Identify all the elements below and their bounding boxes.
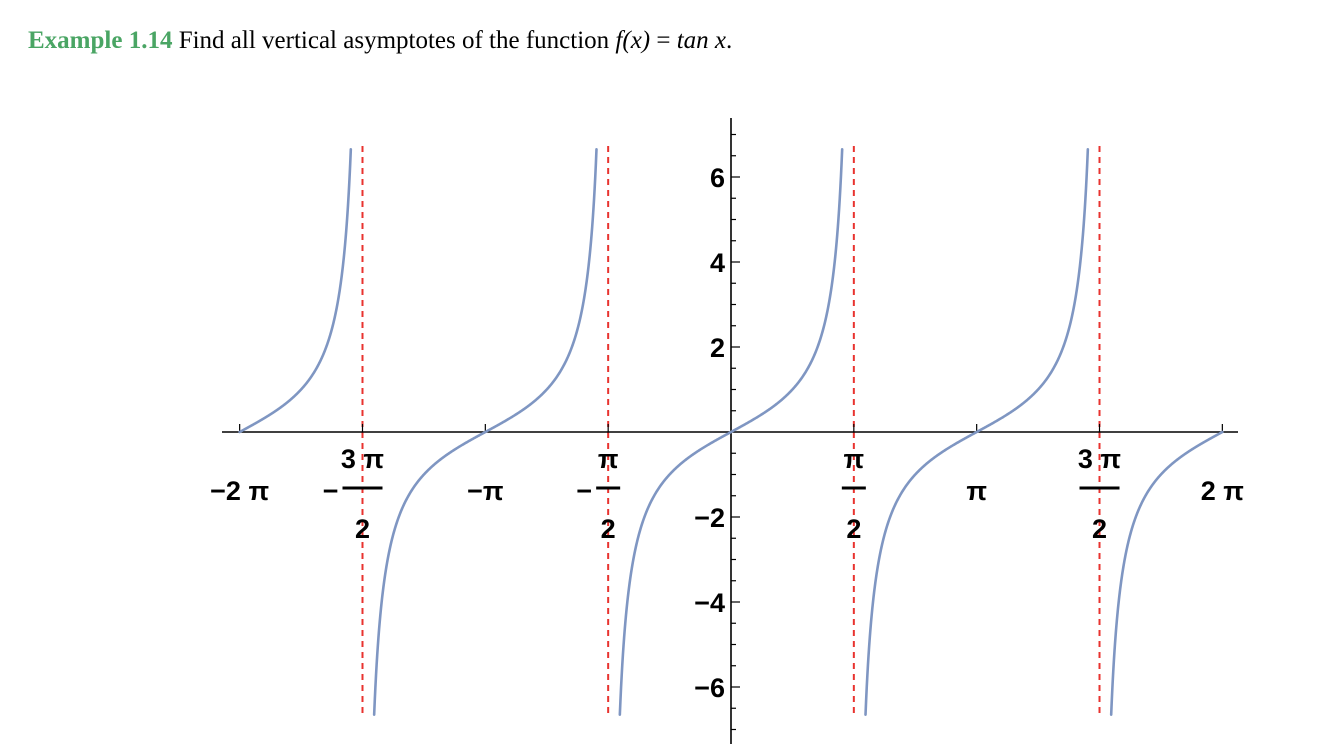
tan-branch-2	[618, 148, 844, 716]
tan-branch-0	[238, 148, 353, 434]
example-heading: Example 1.14 Find all vertical asymptote…	[28, 27, 732, 55]
x-tick-denominator-3: 2	[601, 514, 616, 544]
formula-end: .	[726, 27, 733, 54]
formula-lhs: f(x)	[615, 27, 651, 54]
tan-branch-3	[864, 148, 1090, 716]
x-tick-numerator-6: 3 π	[1078, 444, 1121, 474]
formula-rhs: tan x	[676, 27, 727, 54]
x-tick-label-7: 2 π	[1201, 476, 1244, 506]
y-tick-label-2: 2	[710, 333, 725, 363]
example-label: Example 1.14	[28, 27, 173, 54]
x-tick-sign-3: −	[576, 476, 592, 506]
y-tick-label-0: 6	[710, 163, 725, 193]
x-tick-numerator-4: π	[844, 444, 865, 474]
x-tick-label-0: −2 π	[210, 476, 269, 506]
x-tick-numerator-1: 3 π	[341, 444, 384, 474]
x-tick-denominator-6: 2	[1092, 514, 1107, 544]
formula-eq: =	[650, 27, 677, 54]
x-tick-sign-1: −	[323, 476, 339, 506]
x-tick-label-5: π	[966, 476, 987, 506]
x-tick-denominator-4: 2	[846, 514, 861, 544]
y-tick-label-4: −4	[694, 588, 725, 618]
x-tick-label-2: −π	[467, 476, 503, 506]
tan-branch-1	[372, 148, 598, 716]
y-tick-label-1: 4	[710, 248, 725, 278]
y-tick-label-5: −6	[694, 673, 725, 703]
x-tick-numerator-3: π	[598, 444, 619, 474]
tan-branch-4	[1109, 430, 1224, 716]
x-tick-denominator-1: 2	[355, 514, 370, 544]
y-tick-label-3: −2	[694, 503, 725, 533]
example-text: Find all vertical asymptotes of the func…	[178, 27, 610, 54]
